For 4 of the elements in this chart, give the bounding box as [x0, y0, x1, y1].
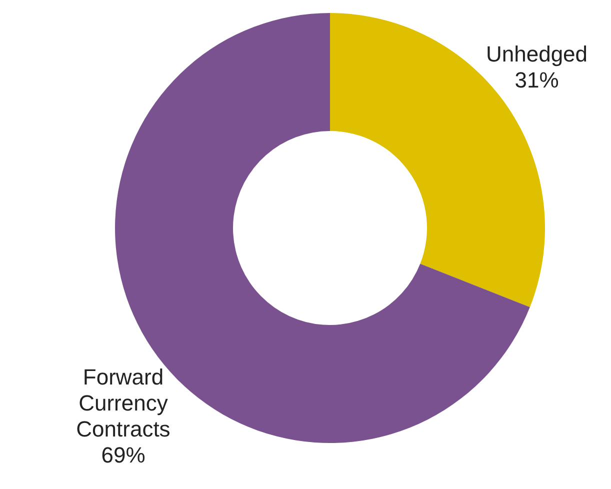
data-label: 31%	[514, 67, 559, 92]
slice-label: Forward Currency Contracts	[76, 364, 170, 442]
slice-label: Unhedged	[486, 41, 588, 66]
data-label: 69%	[101, 442, 146, 468]
